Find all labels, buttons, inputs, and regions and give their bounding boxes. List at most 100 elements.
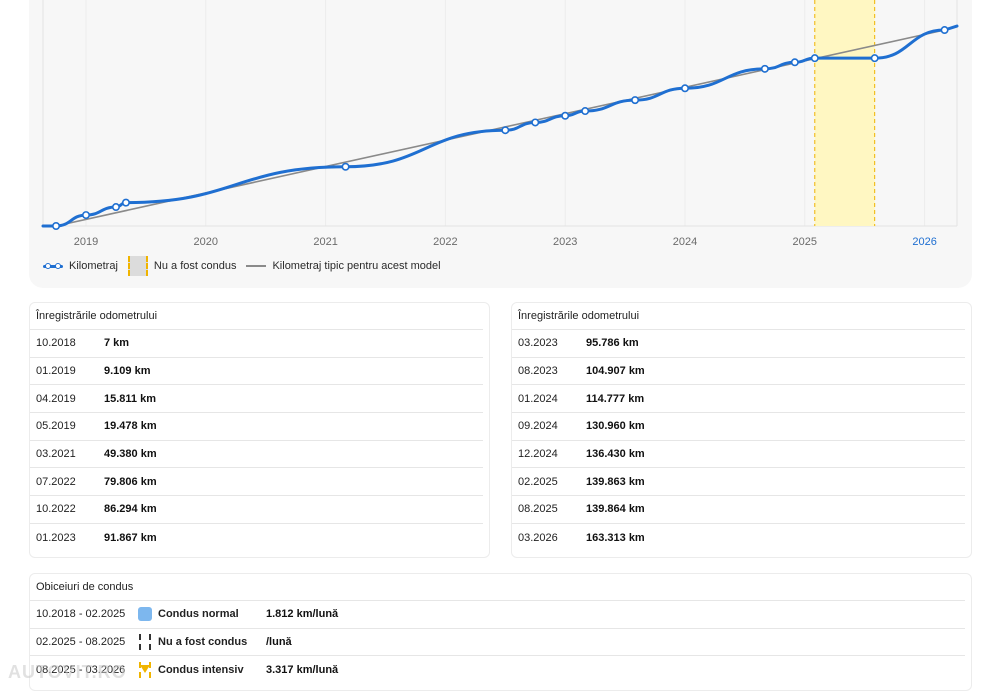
x-tick-label: 2026 [912, 236, 936, 246]
habit-period: 10.2018 - 02.2025 [36, 608, 126, 621]
table-row: 02.2025 139.863 km [512, 468, 965, 497]
record-date: 01.2019 [36, 365, 76, 378]
band-icon [127, 256, 148, 276]
dashed-bars-icon [138, 634, 152, 651]
legend-item-kilometraj: Kilometraj [43, 260, 118, 272]
mileage-chart-card: 2019 2020 2021 2022 2023 2024 2025 2026 Kilomet… [29, 0, 972, 288]
table-row: 03.2023 95.786 km [512, 330, 965, 358]
table-row: 07.2022 79.806 km [30, 468, 483, 497]
kilometraj-point [631, 96, 640, 105]
kilometraj-point [501, 126, 510, 135]
table-row: 01.2024 114.777 km [512, 385, 965, 414]
table-row: 12.2024 136.430 km [512, 441, 965, 469]
record-km: 139.864 km [586, 503, 645, 516]
blue-square-icon [138, 607, 152, 622]
record-date: 03.2026 [518, 531, 558, 544]
record-km: 49.380 km [104, 448, 157, 461]
x-tick-label: 2023 [553, 236, 577, 246]
mileage-chart: 2019 2020 2021 2022 2023 2024 2025 2026 [41, 0, 959, 246]
record-date: 09.2024 [518, 420, 558, 433]
kilometraj-point [81, 211, 90, 220]
kilometraj-point [52, 221, 61, 230]
record-date: 03.2021 [36, 448, 76, 461]
habit-period: 02.2025 - 08.2025 [36, 636, 126, 649]
panel-title: Obiceiuri de condus [30, 574, 965, 601]
record-km: 7 km [104, 337, 130, 350]
x-tick-label: 2020 [194, 236, 218, 246]
kilometraj-point [561, 111, 570, 120]
panel-title: Înregistrările odometrului [30, 303, 483, 330]
habit-period: 08.2025 - 03.2026 [36, 664, 126, 677]
legend-item-not-driven: Nu a fost condus [127, 256, 236, 276]
table-row: 03.2026 163.313 km [512, 524, 965, 552]
record-date: 10.2022 [36, 503, 76, 516]
table-row: 10.2022 86.294 km [30, 496, 483, 524]
odometer-records-left: Înregistrările odometrului 10.2018 7 km 01… [29, 302, 490, 558]
chart-legend: Kilometraj Nu a fost condus Kilometraj t… [43, 256, 451, 276]
habit-row: 10.2018 - 02.2025 Condus normal 1.812 km/l… [30, 601, 965, 629]
panel-title: Înregistrările odometrului [512, 303, 965, 330]
record-km: 130.960 km [586, 420, 645, 433]
kilometraj-point [531, 118, 540, 127]
table-row: 05.2019 19.478 km [30, 413, 483, 441]
record-date: 04.2019 [36, 392, 76, 405]
x-tick-label: 2019 [74, 236, 98, 246]
table-row: 04.2019 15.811 km [30, 385, 483, 414]
kilometraj-point [121, 198, 130, 207]
record-km: 19.478 km [104, 420, 157, 433]
table-row: 09.2024 130.960 km [512, 413, 965, 441]
record-km: 163.313 km [586, 531, 645, 544]
record-km: 15.811 km [104, 392, 156, 405]
x-tick-label: 2022 [433, 236, 457, 246]
table-row: 03.2021 49.380 km [30, 441, 483, 469]
legend-label: Kilometraj [69, 260, 118, 272]
table-row: 01.2023 91.867 km [30, 524, 483, 552]
habit-rate: 3.317 km/lună [266, 664, 339, 677]
x-tick-label: 2025 [793, 236, 817, 246]
record-km: 95.786 km [586, 337, 639, 350]
kilometraj-point [940, 26, 949, 35]
record-date: 10.2018 [36, 337, 76, 350]
yellow-arrow-icon [138, 662, 152, 679]
line-dots-icon [43, 263, 63, 269]
record-km: 86.294 km [104, 503, 157, 516]
record-km: 139.863 km [586, 475, 645, 488]
record-km: 104.907 km [586, 365, 645, 378]
table-row: 08.2023 104.907 km [512, 358, 965, 386]
kilometraj-point [341, 162, 350, 171]
x-tick-label: 2024 [673, 236, 697, 246]
table-row: 01.2019 9.109 km [30, 358, 483, 386]
watermark: AUTOVIT.RO [8, 662, 127, 682]
kilometraj-point [680, 84, 689, 93]
kilometraj-point [111, 203, 120, 212]
record-date: 01.2024 [518, 392, 558, 405]
record-date: 03.2023 [518, 337, 558, 350]
record-date: 01.2023 [36, 531, 76, 544]
record-date: 12.2024 [518, 448, 558, 461]
legend-item-typical: Kilometraj tipic pentru acest model [246, 260, 441, 272]
record-km: 114.777 km [586, 392, 645, 405]
record-km: 9.109 km [104, 365, 151, 378]
kilometraj-point [760, 64, 769, 73]
record-date: 08.2023 [518, 365, 558, 378]
habit-rate: /lună [266, 636, 292, 649]
habit-type: Nu a fost condus [158, 636, 248, 649]
habit-row: 02.2025 - 08.2025 Nu a fost condus/lună [30, 629, 965, 657]
kilometraj-point [790, 58, 799, 67]
legend-label: Kilometraj tipic pentru acest model [272, 260, 441, 272]
not-driven-band [814, 0, 875, 226]
habit-type: Condus intensiv [158, 664, 244, 677]
record-date: 02.2025 [518, 475, 558, 488]
record-km: 136.430 km [586, 448, 645, 461]
record-km: 91.867 km [104, 531, 157, 544]
record-date: 08.2025 [518, 503, 558, 516]
habit-row: 08.2025 - 03.2026 Condus intensiv 3.317 km… [30, 656, 965, 684]
record-date: 05.2019 [36, 420, 76, 433]
record-km: 79.806 km [104, 475, 157, 488]
habit-rate: 1.812 km/lună [266, 608, 339, 621]
odometer-records-right: Înregistrările odometrului 03.2023 95.786… [511, 302, 972, 558]
habit-type: Condus normal [158, 608, 239, 621]
gray-line-icon [246, 265, 267, 267]
table-row: 10.2018 7 km [30, 330, 483, 358]
record-date: 07.2022 [36, 475, 76, 488]
